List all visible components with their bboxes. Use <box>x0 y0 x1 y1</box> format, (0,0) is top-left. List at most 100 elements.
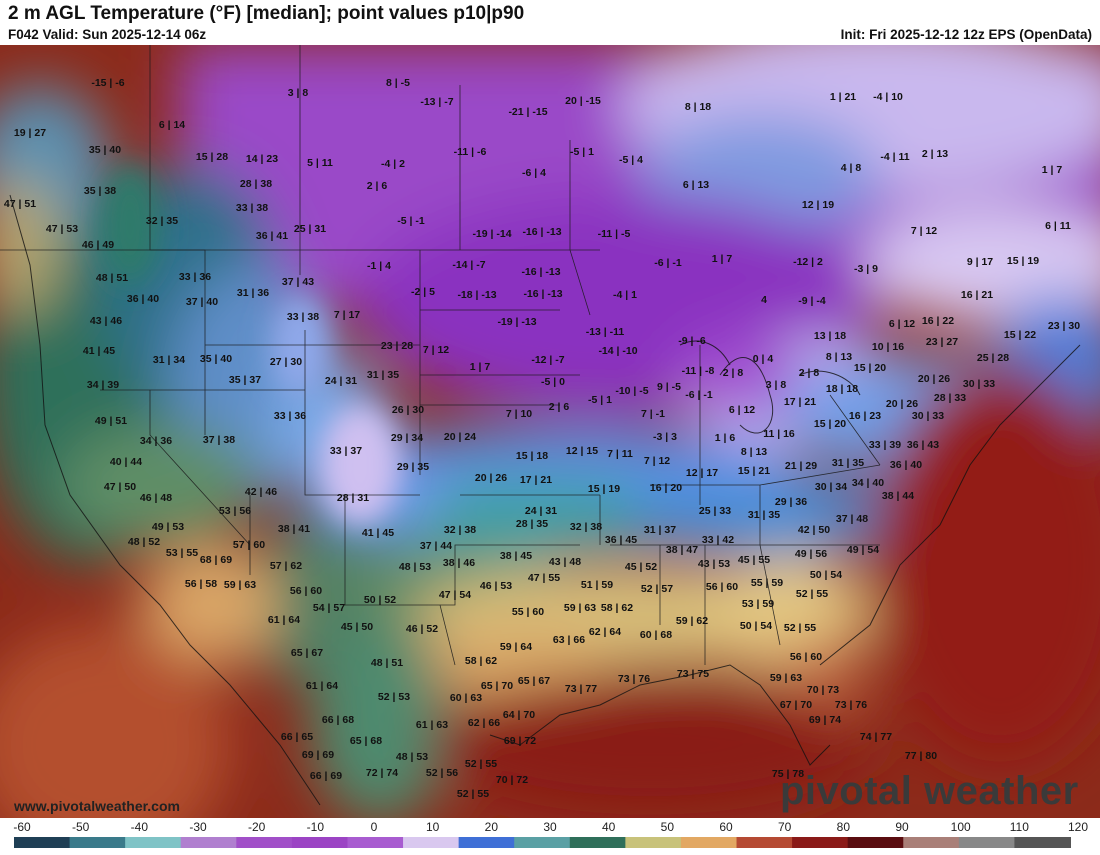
point-value-label: 29 | 36 <box>775 496 807 508</box>
colorbar-tick-label: 60 <box>719 820 733 834</box>
point-value-label: 72 | 74 <box>366 767 398 779</box>
point-value-label: -4 | 1 <box>613 289 637 301</box>
colorbar-tick-label: 100 <box>951 820 971 834</box>
point-value-label: 31 | 35 <box>367 369 399 381</box>
point-value-label: -4 | 2 <box>381 158 405 170</box>
point-value-label: 46 | 52 <box>406 623 438 635</box>
colorbar-tick-label: -20 <box>248 820 266 834</box>
colorbar-tick-label: -30 <box>189 820 207 834</box>
point-value-label: 29 | 34 <box>391 432 423 444</box>
point-value-label: 61 | 64 <box>268 614 300 626</box>
point-value-label: 60 | 63 <box>450 692 482 704</box>
point-value-label: 41 | 45 <box>362 527 394 539</box>
point-value-label: 58 | 62 <box>465 655 497 667</box>
point-value-label: 49 | 51 <box>95 415 127 427</box>
point-value-label: 74 | 77 <box>860 731 892 743</box>
point-value-label: 2 | 13 <box>922 148 948 160</box>
point-value-label: 33 | 36 <box>179 271 211 283</box>
colorbar-segment <box>792 837 849 848</box>
point-value-label: 19 | 27 <box>14 127 46 139</box>
colorbar-segment <box>180 837 238 848</box>
point-value-label: 50 | 54 <box>810 569 842 581</box>
point-value-label: 52 | 55 <box>457 788 489 800</box>
colorbar-tick-label: 110 <box>1010 820 1029 834</box>
point-value-label: 37 | 40 <box>186 296 218 308</box>
point-value-label: 35 | 37 <box>229 374 261 386</box>
point-value-label: 18 | 18 <box>826 383 858 395</box>
point-value-label: 40 | 44 <box>110 456 142 468</box>
point-value-label: 57 | 60 <box>233 539 265 551</box>
point-value-label: 2 | 6 <box>367 180 388 192</box>
point-value-label: 50 | 54 <box>740 620 772 632</box>
point-value-label: 35 | 40 <box>200 353 232 365</box>
point-value-label: 49 | 56 <box>795 548 827 560</box>
point-value-label: 23 | 27 <box>926 336 958 348</box>
point-value-label: 15 | 28 <box>196 151 228 163</box>
init-time: Init: Fri 2025-12-12 12z EPS (OpenData) <box>840 27 1092 42</box>
point-value-label: 27 | 30 <box>270 356 302 368</box>
point-value-label: 20 | 24 <box>444 431 476 443</box>
point-value-label: 30 | 33 <box>963 378 995 390</box>
point-value-label: 52 | 53 <box>378 691 410 703</box>
colorbar-tick-label: 120 <box>1068 820 1088 834</box>
colorbar-segment <box>14 837 71 848</box>
point-value-label: 17 | 21 <box>784 396 816 408</box>
point-value-label: 38 | 46 <box>443 557 475 569</box>
point-value-label: 7 | 17 <box>334 309 360 321</box>
point-value-label: 33 | 36 <box>274 410 306 422</box>
colorbar-tick-label: 40 <box>602 820 616 834</box>
point-value-label: 49 | 53 <box>152 521 184 533</box>
point-value-label: 2 | 6 <box>549 401 570 413</box>
point-value-label: 42 | 50 <box>798 524 830 536</box>
point-value-label: 12 | 19 <box>802 199 834 211</box>
point-value-label: -6 | 4 <box>522 167 546 179</box>
colorbar-tick-label: -40 <box>131 820 149 834</box>
colorbar-tick-label: -60 <box>13 820 31 834</box>
point-value-label: 32 | 35 <box>146 215 178 227</box>
point-value-label: 43 | 53 <box>698 558 730 570</box>
point-value-label: 61 | 64 <box>306 680 338 692</box>
point-value-label: -12 | 2 <box>793 256 823 268</box>
political-borders <box>0 45 881 666</box>
point-value-label: -5 | 4 <box>619 154 643 166</box>
point-value-label: 31 | 34 <box>153 354 185 366</box>
point-value-label: 21 | 29 <box>785 460 817 472</box>
point-value-label: 12 | 17 <box>686 467 718 479</box>
point-value-label: 73 | 76 <box>618 673 650 685</box>
point-value-label: -10 | -5 <box>615 385 648 397</box>
colorbar-segment <box>1014 837 1071 848</box>
point-value-label: 38 | 44 <box>882 490 914 502</box>
point-value-label: -9 | -4 <box>798 295 826 307</box>
point-value-label: -13 | -7 <box>420 96 453 108</box>
point-value-label: 6 | 13 <box>683 179 709 191</box>
colorbar-tick-label: 50 <box>661 820 675 834</box>
header: 2 m AGL Temperature (°F) [median]; point… <box>0 0 1100 45</box>
colorbar-segment <box>903 837 960 848</box>
point-value-label: -5 | 1 <box>570 146 594 158</box>
colorbar-tick-label: 10 <box>426 820 440 834</box>
point-value-label: 14 | 23 <box>246 153 278 165</box>
point-value-label: 34 | 40 <box>852 477 884 489</box>
temperature-map[interactable]: -15 | -6 3 | 8 8 | -5 -13 | -7 -21 | -15 20 |… <box>0 45 1100 818</box>
point-value-label: 57 | 62 <box>270 560 302 572</box>
point-values: -15 | -6 3 | 8 8 | -5 -13 | -7 -21 | -15 20 |… <box>4 77 1080 800</box>
point-value-label: 53 | 59 <box>742 598 774 610</box>
colorbar-segment <box>514 837 571 848</box>
point-value-label: 34 | 39 <box>87 379 119 391</box>
point-value-label: 37 | 48 <box>836 513 868 525</box>
point-value-label: 77 | 80 <box>905 750 937 762</box>
colorbar-strip <box>14 837 1071 848</box>
point-value-label: 15 | 20 <box>854 362 886 374</box>
point-value-label: 31 | 37 <box>644 524 676 536</box>
point-value-label: 66 | 68 <box>322 714 354 726</box>
point-value-label: 20 | -15 <box>565 95 601 107</box>
colorbar-segment <box>458 837 516 848</box>
point-value-label: 58 | 62 <box>601 602 633 614</box>
website-url[interactable]: www.pivotalweather.com <box>14 798 180 814</box>
point-value-label: 50 | 52 <box>364 594 396 606</box>
point-value-label: 37 | 43 <box>282 276 314 288</box>
point-value-label: 7 | -1 <box>641 408 665 420</box>
point-value-label: 33 | 42 <box>702 534 734 546</box>
point-value-label: -5 | 1 <box>588 394 612 406</box>
point-value-label: 55 | 60 <box>512 606 544 618</box>
